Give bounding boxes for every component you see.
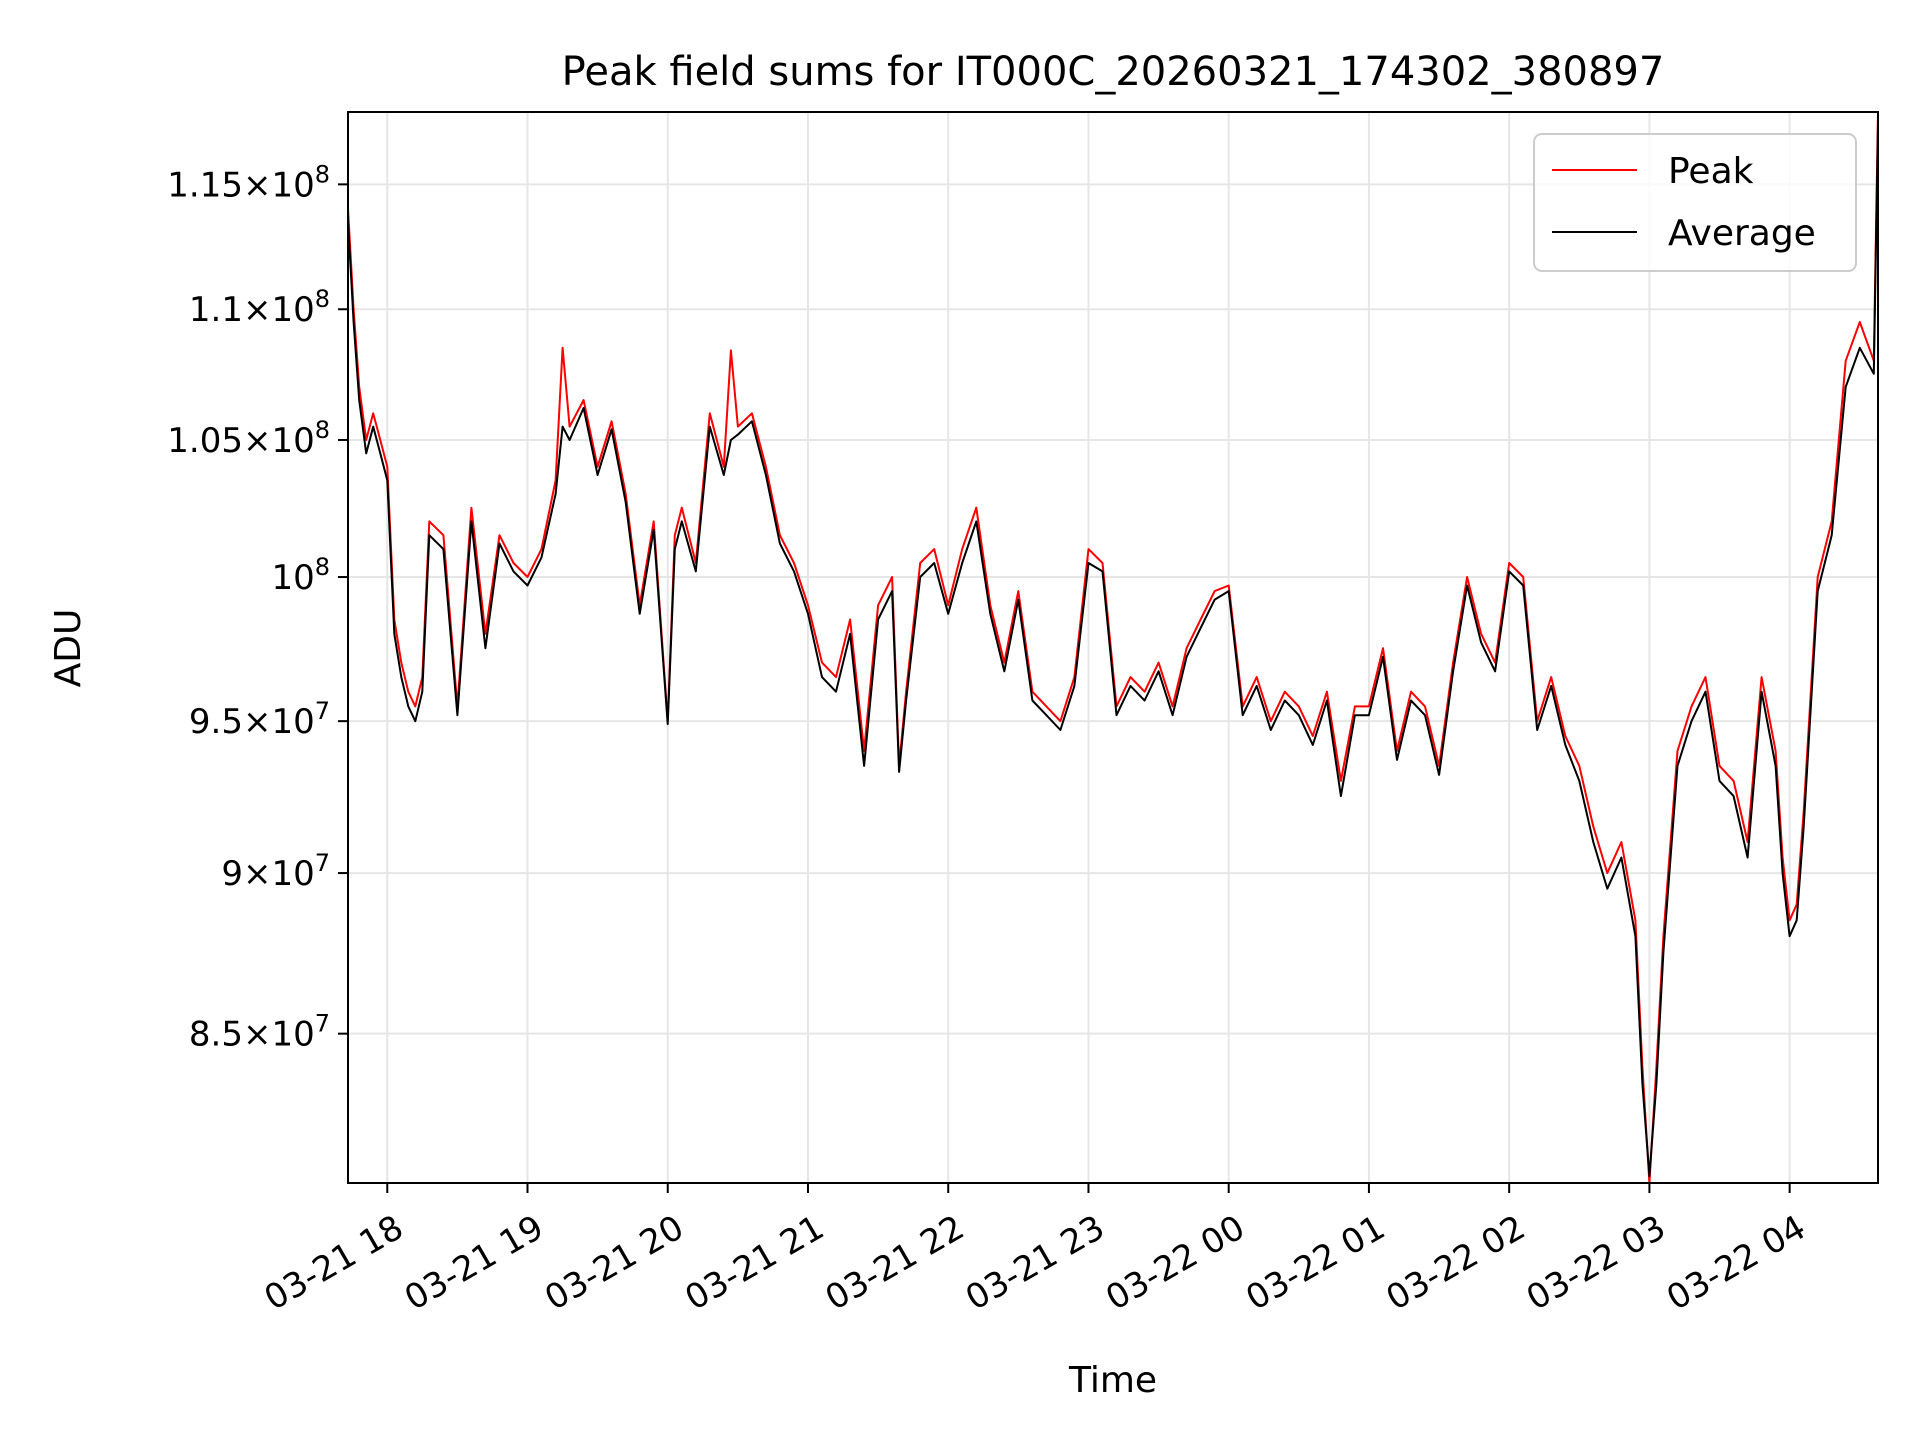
x-tick-label: 03-21 21 — [678, 1208, 830, 1319]
x-tick-label: 03-21 23 — [959, 1208, 1111, 1319]
legend-label-peak: Peak — [1668, 151, 1754, 192]
y-tick-label: 108 — [271, 553, 330, 598]
legend: Peak Average — [1533, 133, 1857, 272]
series-line-average — [347, 123, 1879, 1177]
legend-box — [1533, 133, 1857, 272]
x-tick-label: 03-21 22 — [819, 1208, 971, 1319]
y-tick-label: 1.05×108 — [167, 416, 330, 461]
x-tick-label: 03-22 04 — [1660, 1208, 1812, 1319]
series-layer — [347, 111, 1879, 1184]
y-tick-label: 9×107 — [221, 849, 330, 894]
legend-label-average: Average — [1668, 213, 1816, 254]
y-axis-label: ADU — [48, 609, 89, 688]
grid — [348, 112, 1878, 1183]
y-axis: 8.5×107 9×107 9.5×107 108 1.05×108 1.1×108 1.1… — [167, 160, 348, 1055]
x-tick-label: 03-22 00 — [1099, 1208, 1251, 1319]
y-tick-label: 1.15×108 — [167, 160, 330, 205]
x-tick-label: 03-21 20 — [538, 1208, 690, 1319]
x-tick-label: 03-22 02 — [1380, 1208, 1532, 1319]
y-tick-label: 1.1×108 — [189, 285, 330, 330]
x-axis-label: Time — [1068, 1360, 1157, 1401]
y-tick-label: 9.5×107 — [189, 697, 330, 742]
y-tick-label: 8.5×107 — [189, 1010, 330, 1055]
x-tick-label: 03-21 18 — [258, 1208, 410, 1319]
x-tick-label: 03-21 19 — [398, 1208, 550, 1319]
axes-frame — [347, 111, 1879, 1184]
chart-title: Peak field sums for IT000C_20260321_1743… — [562, 49, 1665, 95]
x-tick-label: 03-22 03 — [1520, 1208, 1672, 1319]
x-tick-label: 03-22 01 — [1239, 1208, 1391, 1319]
